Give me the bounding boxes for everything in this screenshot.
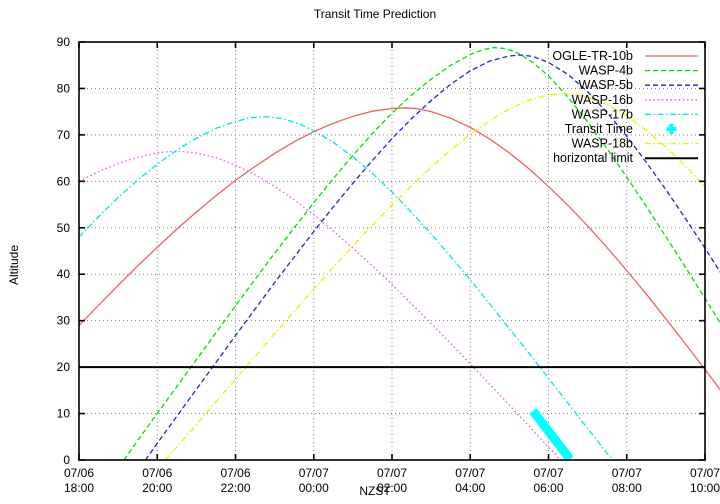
- x-tick-label-time: 20:00: [142, 481, 172, 495]
- legend-label-wasp-5b: WASP-5b: [579, 78, 633, 92]
- y-tick-label: 90: [57, 35, 71, 49]
- transit-time-marker: [529, 408, 574, 462]
- x-tick-label-date: 07/06: [220, 466, 250, 480]
- chart-title: Transit Time Prediction: [314, 7, 436, 21]
- y-axis-ticks: 0 10 20 30 40 50 60 70 80 90: [57, 35, 705, 467]
- x-tick-label-date: 07/07: [690, 466, 720, 480]
- series-line-wasp-17b: [78, 116, 614, 461]
- y-tick-label: 70: [57, 128, 71, 142]
- y-tick-label: 10: [57, 407, 71, 421]
- y-axis-title-group: Altitude: [7, 245, 21, 285]
- x-tick-label-time: 18:00: [64, 481, 94, 495]
- y-axis-title: Altitude: [7, 245, 21, 285]
- x-tick-label-time: 04:00: [455, 481, 485, 495]
- series-line-wasp-18b: [164, 92, 706, 461]
- x-axis-ticks: 07/0618:0007/0620:0007/0622:0007/0700:00…: [64, 42, 720, 495]
- y-tick-label: 40: [57, 267, 71, 281]
- legend-marker-transit-time: [666, 124, 677, 134]
- x-tick-label-date: 07/06: [64, 466, 94, 480]
- legend-label-wasp-17b: WASP-17b: [572, 107, 633, 121]
- series-line-ogle-tr-10b: [78, 107, 720, 391]
- x-tick-label-time: 10:00: [690, 481, 720, 495]
- x-tick-label-date: 07/07: [377, 466, 407, 480]
- x-tick-label-time: 00:00: [299, 481, 329, 495]
- x-axis-title-group: NZST: [359, 484, 391, 498]
- x-tick-label-date: 07/07: [299, 466, 329, 480]
- y-tick-label: 80: [57, 81, 71, 95]
- legend-label-wasp-18b: WASP-18b: [572, 137, 633, 151]
- series-line-wasp-5b: [144, 54, 720, 461]
- y-tick-label: 30: [57, 314, 71, 328]
- transit-time-band: [529, 408, 574, 462]
- legend-label-transit-time: Transit Time: [565, 122, 633, 136]
- series-line-wasp-4b: [123, 46, 720, 461]
- y-tick-label: 60: [57, 174, 71, 188]
- y-tick-label: 20: [57, 360, 71, 374]
- x-tick-label-date: 07/07: [612, 466, 642, 480]
- x-tick-label-date: 07/06: [142, 466, 172, 480]
- y-tick-label: 0: [63, 453, 70, 467]
- x-tick-label-time: 02:00: [377, 481, 407, 495]
- x-tick-label-time: 08:00: [612, 481, 642, 495]
- x-tick-label-date: 07/07: [533, 466, 563, 480]
- legend-label-wasp-4b: WASP-4b: [579, 64, 633, 78]
- x-tick-label-time: 22:00: [220, 481, 250, 495]
- legend: OGLE-TR-10bWASP-4bWASP-5bWASP-16bWASP-17…: [552, 49, 698, 165]
- x-tick-label-date: 07/07: [455, 466, 485, 480]
- y-tick-label: 50: [57, 221, 71, 235]
- legend-label-horizontal-limit: horizontal limit: [553, 151, 633, 165]
- series-line-wasp-16b: [78, 150, 561, 460]
- x-tick-label-time: 06:00: [533, 481, 563, 495]
- legend-label-ogle-tr-10b: OGLE-TR-10b: [552, 49, 633, 63]
- x-axis-title: NZST: [359, 484, 391, 498]
- legend-label-wasp-16b: WASP-16b: [572, 93, 633, 107]
- chart-title-group: Transit Time Prediction: [314, 7, 436, 21]
